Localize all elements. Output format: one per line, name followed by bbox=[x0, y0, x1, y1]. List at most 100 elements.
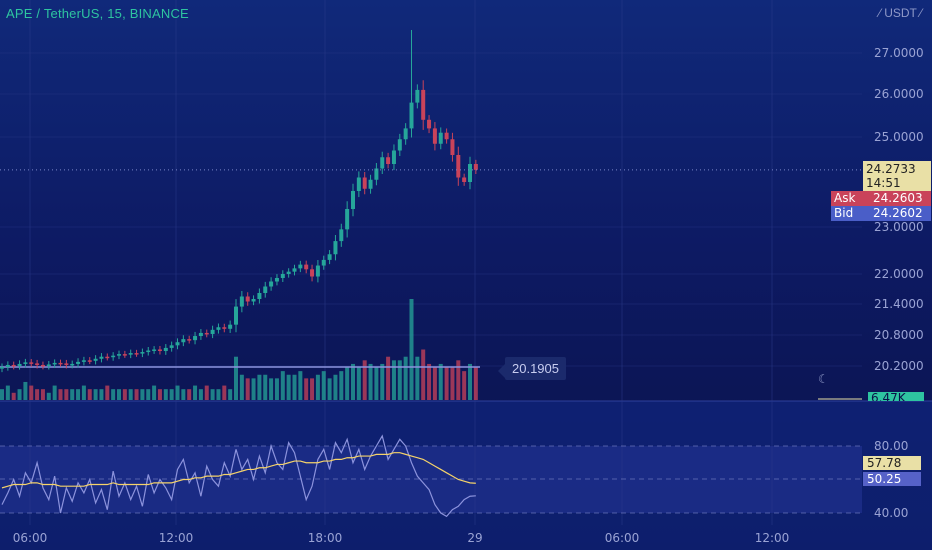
price-tick-label: 21.4000 bbox=[874, 297, 924, 311]
volume-bar bbox=[351, 363, 355, 400]
volume-bar bbox=[228, 389, 233, 400]
volume-bar bbox=[216, 389, 221, 400]
candle-body bbox=[438, 132, 443, 144]
rsi-tick-label: 40.00 bbox=[874, 506, 908, 520]
candle-body bbox=[427, 119, 432, 129]
candle-body bbox=[117, 354, 121, 356]
candle-body bbox=[380, 157, 385, 169]
candle-body bbox=[421, 89, 426, 120]
candle-body bbox=[216, 327, 221, 330]
price-tick-label: 22.0000 bbox=[874, 267, 924, 281]
volume-bar bbox=[462, 371, 467, 400]
candle-body bbox=[362, 177, 367, 189]
candle-body bbox=[140, 352, 145, 354]
volume-bar bbox=[450, 367, 455, 400]
volume-bar bbox=[46, 392, 51, 400]
candle-body bbox=[187, 339, 192, 341]
candle-body bbox=[181, 339, 186, 343]
volume-bar bbox=[163, 389, 168, 400]
volume-bar bbox=[99, 389, 104, 400]
candle-body bbox=[17, 363, 22, 366]
volume-bar bbox=[356, 367, 361, 400]
currency-label[interactable]: ⁄ USDT ⁄ bbox=[878, 6, 922, 20]
volume-bar bbox=[315, 374, 320, 400]
candle-body bbox=[175, 342, 180, 346]
candle-body bbox=[245, 296, 250, 302]
volume-bar bbox=[187, 389, 192, 400]
volume-bar bbox=[169, 389, 174, 400]
candle-body bbox=[146, 350, 151, 353]
volume-bar bbox=[257, 374, 262, 400]
volume-bar bbox=[263, 374, 268, 400]
volume-bar bbox=[23, 381, 28, 400]
candle-body bbox=[23, 362, 28, 364]
volume-bar bbox=[345, 367, 350, 400]
session-moon-icon[interactable]: ☾ bbox=[818, 372, 829, 386]
candle-body bbox=[64, 363, 69, 365]
candle-body bbox=[134, 353, 139, 355]
candle-body bbox=[239, 296, 244, 307]
price-tick-label: 27.0000 bbox=[874, 46, 924, 60]
volume-bar bbox=[140, 389, 145, 400]
candle-body bbox=[333, 241, 338, 255]
candle-body bbox=[81, 360, 86, 362]
volume-bar bbox=[29, 385, 34, 400]
candle-body bbox=[157, 349, 162, 352]
volume-bar bbox=[175, 385, 180, 400]
candle-body bbox=[0, 367, 4, 369]
candle-body bbox=[87, 360, 92, 362]
rsi-ma-line bbox=[1, 452, 476, 489]
volume-bar bbox=[438, 363, 443, 400]
candle-body bbox=[473, 164, 478, 170]
candle-body bbox=[450, 139, 455, 155]
symbol-legend[interactable]: APE / TetherUS, 15, BINANCE bbox=[6, 6, 189, 21]
candle-body bbox=[111, 355, 116, 358]
candle-body bbox=[99, 356, 104, 359]
candle-body bbox=[468, 164, 472, 182]
candle-body bbox=[29, 362, 34, 364]
volume-bar bbox=[5, 385, 10, 400]
volume-bar bbox=[40, 389, 45, 400]
price-tick-label: 25.0000 bbox=[874, 130, 924, 144]
volume-bar bbox=[427, 363, 432, 400]
volume-bar bbox=[146, 389, 151, 400]
ask-value: 24.2603 bbox=[873, 191, 923, 205]
volume-bar bbox=[415, 356, 420, 400]
volume-bar bbox=[111, 389, 116, 400]
volume-bar bbox=[198, 389, 203, 400]
candle-body bbox=[351, 191, 355, 209]
candle-body bbox=[286, 271, 291, 274]
volume-bar bbox=[321, 371, 326, 400]
volume-bar bbox=[310, 378, 315, 400]
rsi-tick-label: 80.00 bbox=[874, 439, 908, 453]
volume-bar bbox=[128, 389, 133, 400]
volume-bar bbox=[339, 371, 344, 400]
candle-body bbox=[280, 274, 285, 278]
candle-body bbox=[152, 349, 157, 351]
candle-body bbox=[386, 157, 391, 164]
candle-body bbox=[292, 268, 297, 272]
candle-body bbox=[315, 265, 320, 277]
volume-tooltip: 20.1905 bbox=[498, 357, 566, 380]
volume-bar bbox=[181, 389, 186, 400]
volume-bar bbox=[0, 389, 4, 400]
volume-bar bbox=[280, 371, 285, 400]
volume-bar bbox=[403, 356, 408, 400]
volume-bar bbox=[292, 374, 297, 400]
candle-body bbox=[257, 293, 262, 299]
volume-bar bbox=[245, 378, 250, 400]
volume-bar bbox=[87, 389, 92, 400]
candle-body bbox=[11, 364, 16, 367]
volume-bar bbox=[52, 385, 57, 400]
volume-bar bbox=[64, 389, 69, 400]
volume-bar bbox=[304, 378, 309, 400]
volume-bar bbox=[134, 389, 139, 400]
volume-bar bbox=[397, 360, 402, 400]
volume-bar bbox=[58, 389, 63, 400]
volume-bar bbox=[122, 389, 127, 400]
volume-bar bbox=[432, 367, 437, 400]
volume-bar bbox=[204, 385, 209, 400]
candle-body bbox=[193, 336, 198, 341]
candle-body bbox=[204, 332, 209, 335]
